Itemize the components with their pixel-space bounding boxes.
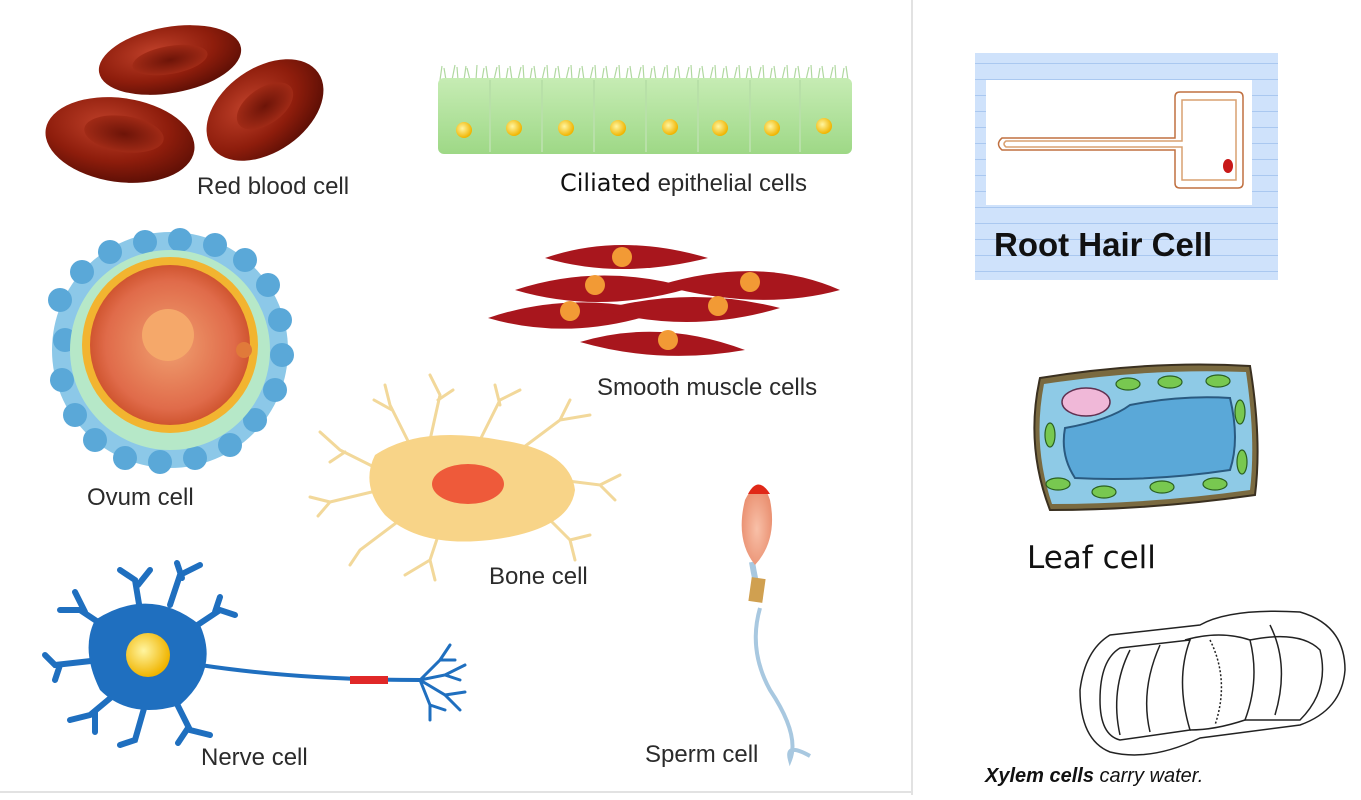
sperm-cell-label: Sperm cell	[645, 741, 759, 768]
epithelial-cells-words: epithelial cells	[657, 170, 807, 197]
ovum-cell-illustration	[48, 228, 294, 474]
xylem-caption-rest: carry water.	[1093, 765, 1204, 787]
root-hair-cell-panel	[975, 53, 1278, 280]
red-blood-cell-illustration	[45, 25, 324, 183]
ciliated-label: Ciliated epithelial cells	[560, 169, 807, 198]
red-blood-cell-label: Red blood cell	[197, 173, 350, 200]
ciliated-word: Ciliated	[560, 169, 651, 197]
smooth-muscle-label: Smooth muscle cells	[597, 374, 818, 401]
sperm-cell-illustration	[741, 484, 811, 767]
smooth-muscle-illustration	[488, 245, 840, 356]
bone-cell-label: Bone cell	[489, 563, 588, 590]
root-hair-cell-label: Root Hair Cell	[994, 226, 1213, 263]
xylem-cells-illustration	[1079, 610, 1346, 756]
nerve-cell-label: Nerve cell	[201, 744, 308, 771]
xylem-caption: Xylem cells carry water.	[985, 765, 1203, 788]
bone-cell-illustration	[308, 373, 622, 582]
leaf-cell-illustration	[1033, 363, 1259, 512]
xylem-cells-bold: Xylem cells	[985, 765, 1094, 787]
leaf-cell-label: Leaf cell	[1027, 540, 1156, 576]
nerve-cell-illustration	[42, 560, 467, 748]
ciliated-epithelial-illustration	[438, 64, 852, 154]
ovum-cell-label: Ovum cell	[87, 484, 194, 511]
